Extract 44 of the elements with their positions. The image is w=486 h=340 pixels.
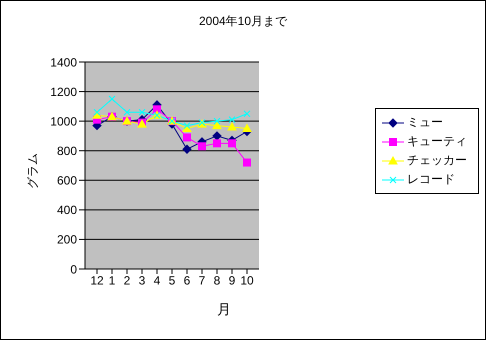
point (243, 158, 251, 167)
x-tick-label: 5 (168, 274, 176, 288)
point (228, 139, 236, 148)
x-tick-label: 12 (90, 274, 104, 288)
y-tick-label: 1000 (50, 114, 78, 128)
point (108, 95, 116, 102)
y-tick-label: 0 (70, 262, 78, 276)
x-tick-label: 1 (108, 274, 116, 288)
x-tick-label: 3 (138, 274, 146, 288)
y-tick-label: 200 (56, 232, 78, 247)
legend-label: ミュー (407, 114, 443, 131)
y-tick-label: 600 (56, 174, 78, 188)
point (213, 139, 221, 148)
point (212, 131, 222, 140)
x-tick-label: 2 (124, 274, 131, 288)
x-tick-label: 6 (184, 274, 191, 288)
x-axis-title: 月 (216, 301, 232, 319)
legend-label: キューティ (407, 133, 467, 150)
point (183, 133, 191, 142)
y-tick-label: 400 (56, 203, 78, 218)
chart-title: 2004年10月まで (198, 13, 288, 30)
point (242, 124, 252, 132)
point (94, 108, 100, 116)
y-tick-label: 800 (56, 144, 78, 158)
y-tick-label: 1200 (50, 84, 78, 99)
point (212, 121, 222, 130)
legend-label: レコード (407, 171, 455, 188)
point (228, 116, 236, 124)
point (184, 122, 190, 130)
point (228, 122, 236, 131)
y-tick-label: 1400 (50, 55, 78, 70)
point (182, 144, 192, 154)
x-tick-label: 8 (214, 274, 221, 288)
x-tick-label: 7 (198, 274, 206, 288)
point (214, 118, 220, 125)
point (124, 108, 130, 116)
point (198, 142, 206, 150)
x-tick-label: 9 (228, 274, 236, 288)
y-axis-title: グラム (24, 153, 40, 189)
point (244, 110, 250, 118)
legend-label: チェッカー (407, 152, 467, 169)
point (138, 108, 146, 116)
x-tick-label: 10 (240, 274, 254, 288)
x-tick-label: 4 (154, 274, 161, 288)
